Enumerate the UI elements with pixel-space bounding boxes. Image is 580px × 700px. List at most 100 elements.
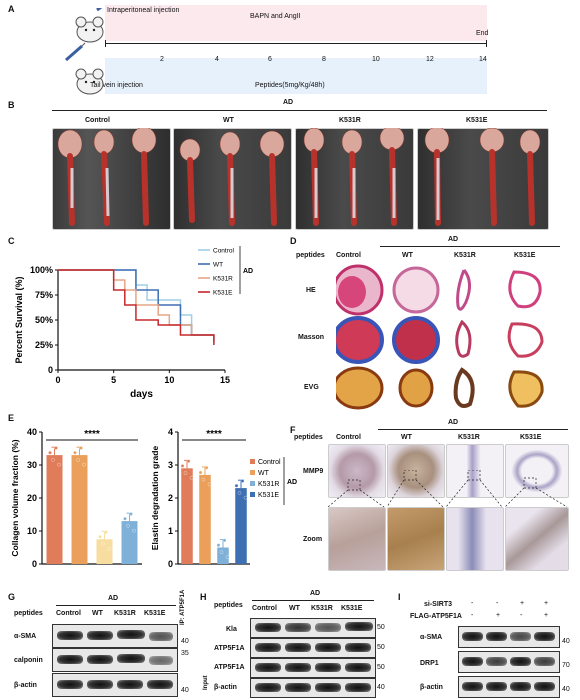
peptide-label: Peptides(5mg/Kg/48h) <box>255 82 325 89</box>
panel-b-col-k531e: K531E <box>466 117 488 124</box>
zoom-k531e <box>505 507 569 571</box>
panel-b-col-control: Control <box>85 117 110 124</box>
panel-a-lower-bar <box>105 58 487 94</box>
panel-f-group: AD <box>448 419 459 426</box>
zoom-control <box>328 507 386 571</box>
tick-label: 12 <box>426 56 434 63</box>
panel-h-group: AD <box>310 590 321 597</box>
aorta-specimens <box>57 128 541 226</box>
y-tick-label: 3 <box>168 460 173 470</box>
y-tick-label: 1 <box>168 526 173 536</box>
y-tick-label: 10 <box>27 526 37 536</box>
legend-label: Control <box>213 248 235 255</box>
panel-g-header: peptides <box>14 610 43 617</box>
data-point <box>183 471 188 475</box>
bar-control <box>181 468 193 564</box>
legend-swatch <box>250 492 255 497</box>
x-tick-label: 10 <box>164 375 174 385</box>
data-point <box>234 483 239 488</box>
timeline-end-tick <box>486 40 487 47</box>
panel-label-i: I <box>398 592 401 602</box>
y-tick-label: 50% <box>35 315 53 325</box>
panel-i-sign: - <box>471 612 474 619</box>
panel-d-row-he: HE <box>306 287 316 294</box>
data-point <box>51 458 55 462</box>
data-point <box>240 479 245 483</box>
intraperitoneal-label: Intraperitoneal injection <box>107 7 180 14</box>
panel-h-group-line <box>252 600 374 601</box>
data-point <box>222 538 227 543</box>
legend-swatch <box>250 481 255 486</box>
data-point <box>237 491 242 495</box>
panel-i-sign: - <box>520 612 523 619</box>
mouse-icon-top <box>75 8 104 43</box>
panel-b-group: AD <box>283 99 294 106</box>
y-tick-label: 2 <box>168 493 173 503</box>
panel-f-row-zoom: Zoom <box>303 536 323 543</box>
data-point <box>57 462 61 467</box>
bar-k531r <box>217 547 229 564</box>
y-axis-label: Collagen volume fraction (%) <box>10 439 20 556</box>
survival-chart: 0 25% 50% 75% 100% 0 5 10 15 days Percent Survival… <box>14 246 253 400</box>
data-point <box>189 476 194 480</box>
panel-f-col-k531e: K531E <box>520 434 542 441</box>
significance-label: **** <box>84 429 100 440</box>
y-axis-label: Percent Survival (%) <box>14 276 24 363</box>
mouse-icon-bottom <box>75 68 104 95</box>
panel-i-sign: + <box>544 612 549 619</box>
y-tick-label: 0 <box>32 559 37 569</box>
y-tick-label: 100% <box>30 265 53 275</box>
panel-label-c: C <box>8 236 15 246</box>
panel-h-col-k531r: K531R <box>311 605 333 612</box>
panel-g-col-control: Control <box>56 610 81 617</box>
panel-label-h: H <box>200 592 207 602</box>
panel-i-mw-3: 40 <box>562 686 570 693</box>
data-point <box>198 470 203 475</box>
zoom-connector-lines <box>328 470 568 508</box>
panel-i-row-bactin: β-actin <box>420 684 443 691</box>
tick-label: 4 <box>215 56 219 63</box>
panel-label-g: G <box>8 592 16 602</box>
data-point <box>216 543 221 547</box>
y-tick-label: 40 <box>27 427 37 437</box>
x-tick-label: 0 <box>55 375 60 385</box>
panel-b-col-k531r: K531R <box>339 117 361 124</box>
tick-label: 14 <box>479 56 487 63</box>
panel-g-mw-3: 40 <box>181 687 189 694</box>
drug-label: BAPN and AngII <box>250 13 301 20</box>
blot-h-atp5f1a-ip <box>250 638 376 658</box>
panel-g-mw-2: 35 <box>181 650 189 657</box>
blot-h-atp5f1a-input <box>250 658 376 678</box>
panel-i-sign: - <box>471 600 474 607</box>
panel-i-sign: - <box>496 600 499 607</box>
legend-swatch <box>250 470 255 475</box>
survival-line-k531e <box>58 269 215 345</box>
zoom-wt <box>387 507 445 571</box>
panel-i-row-flag: FLAG-ATP5F1A <box>410 613 462 620</box>
data-point <box>104 530 108 534</box>
data-point <box>129 512 133 516</box>
data-point <box>73 450 77 455</box>
panel-h-row-kla: Kla <box>226 626 237 633</box>
panel-i-sign: + <box>496 612 501 619</box>
legend-label: K531E <box>258 492 279 499</box>
data-point <box>98 535 102 539</box>
tail-vein-label: Tail vein injection <box>90 82 143 89</box>
blot-h-bactin <box>250 678 376 698</box>
legend-label: K531R <box>258 481 279 488</box>
data-point <box>207 482 212 487</box>
ihc-control <box>328 444 386 498</box>
data-point <box>123 516 127 521</box>
panel-d-header: peptides <box>296 252 325 259</box>
panel-f-group-line <box>378 429 568 430</box>
panel-h-input-label: Input <box>203 675 209 690</box>
y-tick-label: 4 <box>168 427 173 437</box>
panel-g-mw-1: 40 <box>181 638 189 645</box>
panel-g-row-calponin: calponin <box>14 657 43 664</box>
y-tick-label: 25% <box>35 340 53 350</box>
panel-f-col-control: Control <box>336 434 361 441</box>
panel-d-group: AD <box>448 236 459 243</box>
panel-g-group: AD <box>108 595 119 602</box>
panel-i-mw-2: 70 <box>562 662 570 669</box>
tick-label: 2 <box>160 56 164 63</box>
